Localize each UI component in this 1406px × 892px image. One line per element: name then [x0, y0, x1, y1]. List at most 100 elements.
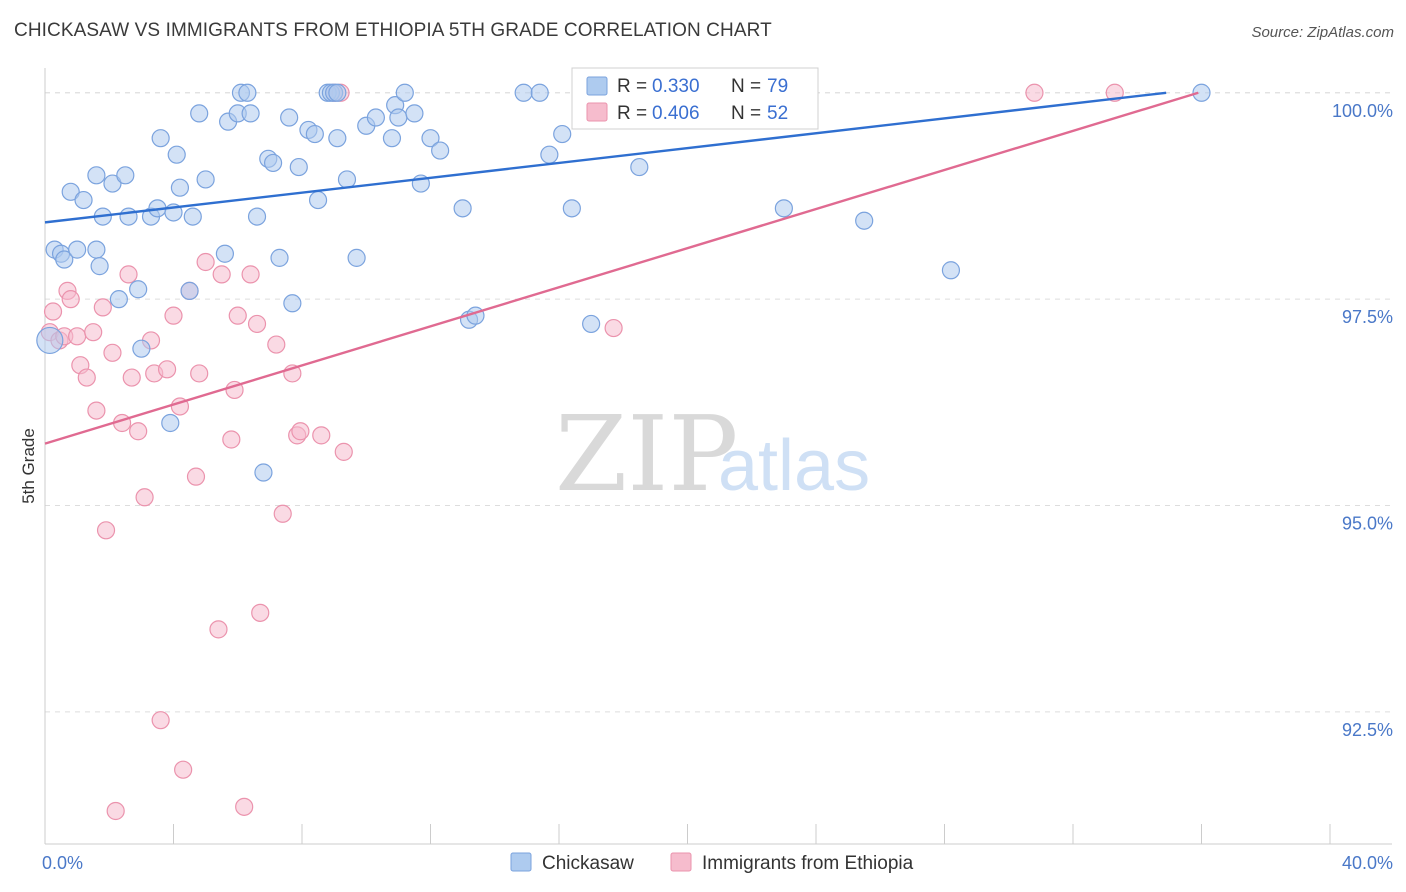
ethiopia-point [209, 620, 228, 639]
watermark-zip: ZIP [555, 393, 738, 515]
chickasaw-point [553, 124, 572, 144]
bottom-legend-swatch-ethiopia [670, 852, 692, 872]
legend-n-value-2: 52 [767, 103, 788, 124]
chickasaw-point [190, 104, 209, 123]
legend-r-label-2: R = [617, 103, 647, 124]
ethiopia-point [212, 265, 231, 284]
y-tick-labels: 92.5% 95.0% 97.5% 100.0% [1332, 101, 1393, 740]
legend-r-value-2: 0.406 [652, 103, 700, 124]
bottom-legend-swatch-chickasaw [510, 852, 532, 872]
chickasaw-point [129, 280, 148, 299]
legend-n-value-1: 79 [767, 76, 788, 97]
ethiopia-point [190, 364, 209, 383]
chickasaw-point [337, 170, 357, 189]
ethiopia-point [157, 360, 177, 379]
chickasaw-point [421, 129, 440, 148]
chickasaw-point [405, 104, 424, 123]
ethiopia-point [68, 327, 87, 346]
legend-n-label-2: N = [731, 103, 761, 124]
ethiopia-point [186, 467, 206, 486]
y-tick-label: 100.0% [1332, 101, 1393, 121]
chickasaw-point [774, 199, 793, 218]
ethiopia-point [228, 306, 247, 325]
chickasaw-point [90, 257, 109, 276]
ethiopia-point [291, 422, 310, 441]
chickasaw-point [431, 141, 450, 160]
ethiopia-point [267, 335, 286, 354]
watermark: ZIP atlas [555, 393, 870, 515]
chickasaw-point [36, 326, 64, 355]
chickasaw-point [180, 281, 199, 300]
chickasaw-point [263, 153, 283, 173]
ethiopia-point [129, 422, 148, 441]
correlation-legend: R = 0.330 N = 79 R = 0.406 N = 52 [571, 67, 819, 130]
ethiopia-point [235, 797, 254, 816]
chickasaw-point [151, 129, 170, 148]
chickasaw-point [254, 463, 273, 482]
chickasaw-point [328, 83, 347, 102]
chickasaw-point [941, 261, 961, 280]
chickasaw-point [241, 104, 260, 123]
ethiopia-point [119, 265, 138, 284]
chickasaw-point [514, 83, 533, 102]
chickasaw-point [582, 314, 601, 334]
legend-swatch-ethiopia [586, 102, 608, 122]
chickasaw-point [167, 145, 186, 164]
axes [44, 68, 1392, 845]
chickasaw-point [366, 108, 385, 127]
ethiopia-point [1025, 83, 1044, 102]
ethiopia-point [251, 603, 270, 622]
chickasaw-point [74, 190, 93, 210]
ethiopia-point [247, 314, 267, 334]
chickasaw-point [132, 339, 151, 358]
ethiopia-point [222, 430, 241, 449]
chickasaw-point [562, 199, 581, 218]
chickasaw-point [68, 240, 87, 259]
y-axis-title: 5th Grade [19, 428, 38, 504]
ethiopia-point [241, 265, 260, 284]
x-tick-max: 40.0% [1342, 853, 1393, 873]
chickasaw-point [347, 248, 366, 267]
chickasaw-point [308, 190, 328, 210]
y-tick-label: 92.5% [1342, 720, 1393, 740]
chickasaw-point [630, 157, 649, 177]
legend-r-label-1: R = [617, 76, 647, 97]
trend-lines [44, 91, 1199, 445]
chickasaw-point [55, 250, 74, 269]
chickasaw-point [61, 182, 80, 201]
ethiopia-point [164, 306, 183, 325]
source-label: Source: ZipAtlas.com [1251, 24, 1394, 41]
chickasaw-point [196, 170, 215, 189]
ethiopia-point [106, 801, 125, 821]
chickasaw-point [103, 174, 122, 193]
ethiopia-point [196, 252, 215, 272]
chickasaw-point [270, 248, 289, 267]
chickasaw-point [183, 207, 202, 226]
chickasaw-point [87, 240, 106, 259]
chickasaw-point [530, 83, 549, 102]
chickasaw-point [289, 157, 308, 177]
chickasaw-point [389, 108, 408, 127]
chickasaw-point [283, 294, 302, 313]
ethiopia-point [174, 760, 193, 779]
ethiopia-point [151, 711, 170, 730]
chickasaw-point [109, 290, 128, 309]
ethiopia-point [84, 323, 103, 342]
chickasaw-point [161, 413, 180, 433]
chickasaw-point [87, 166, 106, 185]
chickasaw-point [238, 83, 257, 102]
y-tick-label: 95.0% [1342, 514, 1393, 534]
ethiopia-point [334, 442, 353, 461]
ethiopia-point [43, 302, 63, 321]
ethiopia-point [96, 521, 116, 540]
chickasaw-point [395, 83, 414, 102]
y-tick-label: 97.5% [1342, 307, 1393, 327]
ethiopia-point [77, 368, 96, 387]
ethiopia-point [273, 504, 292, 523]
legend-n-label-1: N = [731, 76, 761, 97]
chickasaw-trend-line [44, 91, 1167, 224]
chickasaw-point [116, 166, 135, 185]
chickasaw-point [1192, 83, 1211, 102]
chickasaw-point [382, 129, 402, 148]
